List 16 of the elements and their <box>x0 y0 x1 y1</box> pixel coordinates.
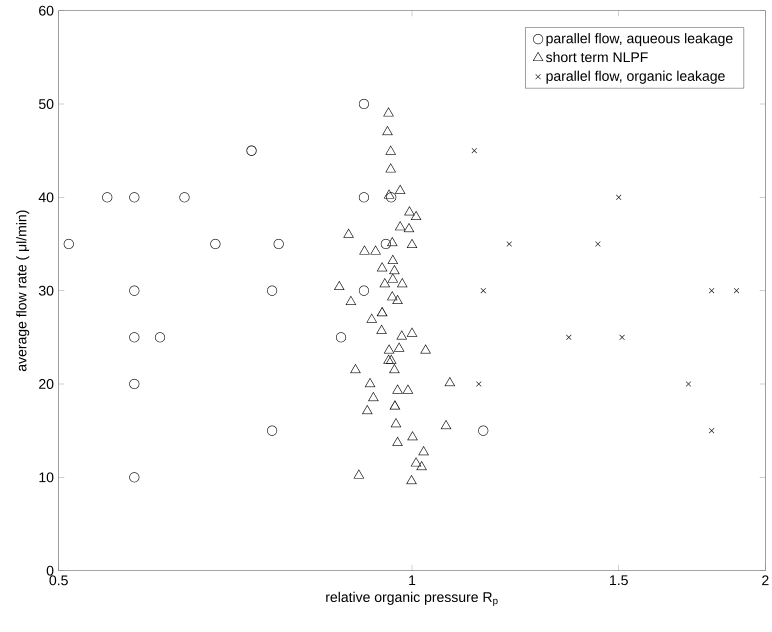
legend-label: short term NLPF <box>546 52 648 62</box>
legend-label: parallel flow, aqueous leakage <box>546 33 733 46</box>
x-tick-label: 1.5 <box>610 575 628 586</box>
x-tick-label: 0.5 <box>49 575 68 586</box>
x-tick-label: 1 <box>409 575 416 585</box>
x-axis-title: relative organic pressure R$_{p}$ <box>326 592 498 606</box>
y-tick-label: 40 <box>38 192 54 202</box>
x-tick-label: 2 <box>762 575 769 586</box>
y-tick-label: 30 <box>38 286 54 296</box>
y-tick-label: 20 <box>39 379 54 389</box>
y-tick-label: 60 <box>39 6 54 16</box>
y-tick-label: 10 <box>39 472 54 482</box>
legend-label: parallel flow, organic leakage <box>546 70 725 84</box>
y-tick-label: 0 <box>46 566 54 576</box>
y-tick-label: 50 <box>38 99 54 109</box>
y-axis-title: average flow rate ( μl/min) <box>16 210 30 372</box>
